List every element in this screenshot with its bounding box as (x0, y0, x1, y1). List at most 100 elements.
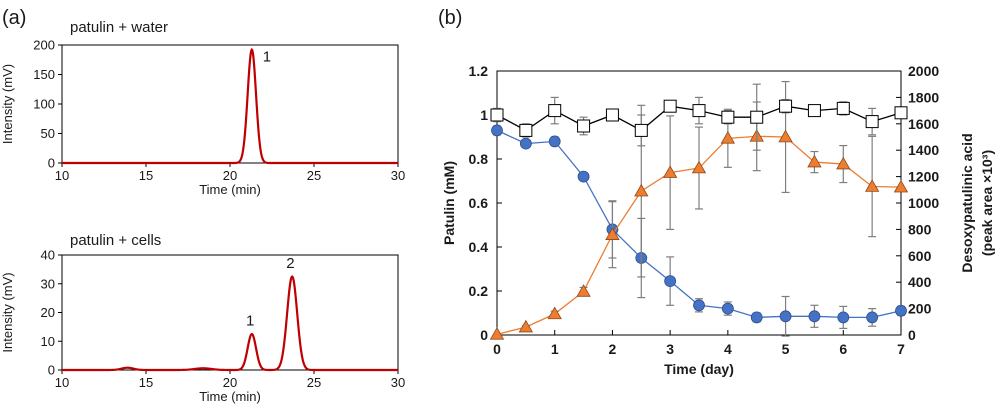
data-point (491, 124, 503, 137)
data-point (634, 183, 649, 197)
x-tick-label: 6 (839, 341, 847, 357)
data-point (518, 319, 534, 333)
data-point (576, 284, 591, 297)
data-point (779, 99, 793, 113)
x-tick-label: 2 (609, 341, 617, 357)
plot-frame (61, 44, 399, 164)
data-point (605, 108, 619, 122)
x-tick-label: 15 (139, 375, 153, 390)
chart-cells-title: patulin + cells (70, 232, 161, 249)
data-point (895, 304, 907, 317)
data-point (548, 135, 561, 148)
chart-water: 10 15 20 25 30 0 50 100 150 200 Time (min) Intensit… (0, 38, 405, 198)
y-tick-label: 150 (33, 67, 55, 82)
y-tick-label: 0.2 (469, 283, 489, 299)
data-point (634, 123, 648, 137)
y-tick-label: 0.6 (469, 195, 489, 211)
y-right-tick-label: 0 (908, 327, 916, 343)
chart-time-course: 0 1 2 3 4 5 6 700.20.40.60.811.2020040060080010… (441, 63, 995, 377)
y-right-tick-label: 800 (908, 221, 932, 237)
data-point (605, 227, 620, 240)
data-point (893, 179, 909, 193)
y-right-tick-label: 1800 (908, 89, 939, 105)
data-point (837, 311, 850, 324)
y-right-axis-title: (peak area ×10³) (979, 150, 995, 256)
y-right-axis-title: Desoxypatulinic acid (959, 133, 975, 272)
data-point (519, 123, 533, 137)
y-axis-title: Patulin (mM) (441, 161, 457, 245)
chart-water-title: patulin + water (70, 19, 168, 36)
x-tick-label: 3 (666, 341, 674, 357)
data-point (664, 275, 677, 288)
x-tick-label: 20 (223, 168, 237, 183)
y-tick-label: 0.8 (469, 151, 489, 167)
x-tick-label: 10 (55, 168, 69, 183)
y-tick-label: 20 (41, 305, 55, 320)
y-tick-label: 0.4 (469, 239, 489, 255)
x-tick-label: 25 (307, 375, 321, 390)
data-point (807, 104, 821, 118)
y-right-tick-label: 1000 (908, 195, 939, 211)
data-point (519, 137, 532, 150)
data-point (547, 306, 562, 320)
data-point (865, 115, 879, 129)
x-tick-label: 20 (223, 375, 237, 390)
data-point (836, 156, 851, 170)
x-axis-title: Time (day) (664, 361, 734, 377)
y-axis-title: Intensity (mV) (0, 272, 15, 352)
data-point (894, 106, 908, 120)
data-point (693, 299, 705, 312)
peak-label: 1 (246, 312, 254, 329)
y-tick-label: 40 (41, 248, 55, 263)
data-point (779, 310, 792, 323)
y-tick-label: 50 (41, 126, 55, 141)
y-tick-label: 30 (41, 276, 55, 291)
y-axis-title: Intensity (mV) (0, 64, 15, 144)
y-right-tick-label: 600 (908, 248, 932, 264)
data-point (489, 327, 505, 340)
y-tick-label: 0 (48, 363, 55, 378)
plot-frame (61, 254, 399, 371)
series-circle (491, 124, 907, 337)
data-point (778, 129, 793, 143)
data-point (691, 160, 707, 174)
data-point (866, 311, 879, 324)
chromatogram-trace (62, 47, 398, 165)
data-point (721, 110, 735, 124)
x-tick-label: 25 (307, 168, 321, 183)
y-tick-label: 1 (480, 107, 488, 123)
data-point (692, 104, 706, 118)
y-tick-label: 0 (480, 327, 488, 343)
panel-label-a: (a) (2, 7, 26, 29)
data-point (663, 99, 677, 113)
x-tick-label: 30 (391, 168, 405, 183)
data-point (721, 302, 734, 315)
series-square (490, 83, 908, 151)
data-point (720, 131, 736, 144)
y-tick-label: 200 (33, 38, 55, 53)
y-tick-label: 1.2 (469, 63, 489, 79)
peak-label: 1 (263, 49, 271, 66)
data-point (864, 179, 880, 192)
data-point (807, 154, 822, 168)
x-tick-label: 30 (391, 375, 405, 390)
x-axis-title: Time (min) (199, 389, 261, 404)
y-tick-label: 10 (41, 334, 55, 349)
y-tick-label: 100 (33, 97, 55, 112)
y-right-tick-label: 1400 (908, 142, 939, 158)
chromatogram-trace (62, 275, 398, 372)
data-point (490, 108, 504, 122)
y-right-tick-label: 400 (908, 274, 932, 290)
x-tick-label: 0 (493, 341, 501, 357)
peak-label: 2 (286, 255, 294, 272)
data-point (548, 104, 562, 118)
x-tick-label: 4 (724, 341, 732, 357)
data-point (662, 165, 678, 178)
data-point (750, 311, 763, 324)
x-tick-label: 15 (139, 168, 153, 183)
data-point (836, 101, 850, 115)
data-point (750, 110, 764, 124)
panel-label-b: (b) (438, 7, 462, 29)
